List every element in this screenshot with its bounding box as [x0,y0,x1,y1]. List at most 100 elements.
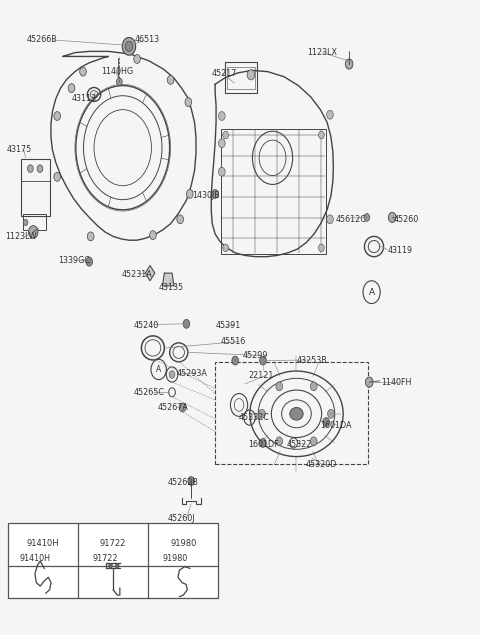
Circle shape [80,67,86,76]
Text: 46513: 46513 [135,36,160,44]
Circle shape [311,437,317,446]
Circle shape [276,437,283,446]
Text: 45266B: 45266B [27,36,58,44]
Circle shape [326,110,333,119]
Text: 91722: 91722 [100,539,126,548]
Ellipse shape [290,408,303,420]
Text: 45332C: 45332C [239,413,270,422]
Circle shape [218,112,225,121]
Circle shape [54,112,60,121]
Circle shape [186,189,193,198]
Text: 45267A: 45267A [157,403,189,412]
Polygon shape [145,265,155,281]
Circle shape [169,371,175,378]
Text: 1123LW: 1123LW [5,232,37,241]
Text: 1123LX: 1123LX [307,48,337,57]
Circle shape [260,356,266,365]
Text: 45299: 45299 [242,351,268,360]
Circle shape [365,377,373,387]
Text: A: A [156,365,161,374]
Text: 45260: 45260 [393,215,419,224]
Text: 1601DF: 1601DF [249,439,279,449]
Text: 45293A: 45293A [177,369,208,378]
Circle shape [167,76,174,84]
Circle shape [87,232,94,241]
Circle shape [37,165,43,173]
Text: 45320D: 45320D [306,460,337,469]
Text: 43119: 43119 [387,246,412,255]
Text: 45612C: 45612C [336,215,367,224]
Circle shape [27,165,33,173]
Bar [21,159,49,216]
Circle shape [276,382,283,391]
Circle shape [68,84,75,93]
Circle shape [345,59,353,69]
Circle shape [223,131,228,139]
Text: 1430JB: 1430JB [192,191,220,201]
Circle shape [188,476,194,485]
Text: 45240: 45240 [134,321,159,330]
Text: 43135: 43135 [158,283,184,291]
Text: 45322: 45322 [287,439,312,449]
Circle shape [183,319,190,328]
Circle shape [364,213,370,221]
Circle shape [179,403,186,412]
Circle shape [122,37,136,55]
Circle shape [319,244,324,251]
Text: 45265C: 45265C [134,388,165,397]
Text: 1140HG: 1140HG [101,67,133,76]
Circle shape [323,418,329,427]
Text: 1140FH: 1140FH [381,378,411,387]
Text: 1601DA: 1601DA [321,421,352,430]
Text: 45391: 45391 [216,321,241,330]
Circle shape [247,70,255,80]
Text: 45217: 45217 [211,69,237,78]
Circle shape [117,78,122,86]
Circle shape [218,139,225,148]
Circle shape [108,563,112,568]
Circle shape [218,168,225,176]
Circle shape [327,410,334,418]
Circle shape [223,244,228,251]
Text: 45231A: 45231A [121,270,152,279]
Circle shape [28,225,38,238]
Circle shape [326,215,333,224]
Text: 43175: 43175 [6,145,32,154]
Text: 43113: 43113 [72,95,96,104]
Text: 91410H: 91410H [20,554,51,563]
Polygon shape [162,273,174,286]
Circle shape [125,41,133,51]
Bar [227,67,255,90]
Bar [221,129,326,254]
Circle shape [177,215,183,224]
Bar [23,214,46,230]
Text: A: A [369,288,375,297]
Text: 91980: 91980 [163,554,188,563]
Text: 45516: 45516 [221,337,246,346]
Circle shape [150,231,156,239]
Text: 45262B: 45262B [167,478,198,487]
Circle shape [319,131,324,139]
Circle shape [260,439,266,448]
Circle shape [388,212,396,222]
Text: 1339GC: 1339GC [58,256,90,265]
Bar [215,362,368,464]
Text: 22121: 22121 [249,371,274,380]
Text: 43253B: 43253B [297,356,327,365]
Circle shape [23,219,28,225]
Circle shape [232,356,239,365]
Circle shape [134,55,141,64]
Bar [225,62,257,93]
Circle shape [185,98,192,107]
Bar [8,523,218,598]
Circle shape [212,189,218,198]
Circle shape [259,410,265,418]
Text: 91722: 91722 [92,554,118,563]
Circle shape [115,563,119,568]
Circle shape [54,173,60,181]
Circle shape [311,382,317,391]
Text: 91980: 91980 [170,539,196,548]
Circle shape [86,257,93,266]
Text: 45260J: 45260J [167,514,195,523]
Text: 91410H: 91410H [27,539,60,548]
